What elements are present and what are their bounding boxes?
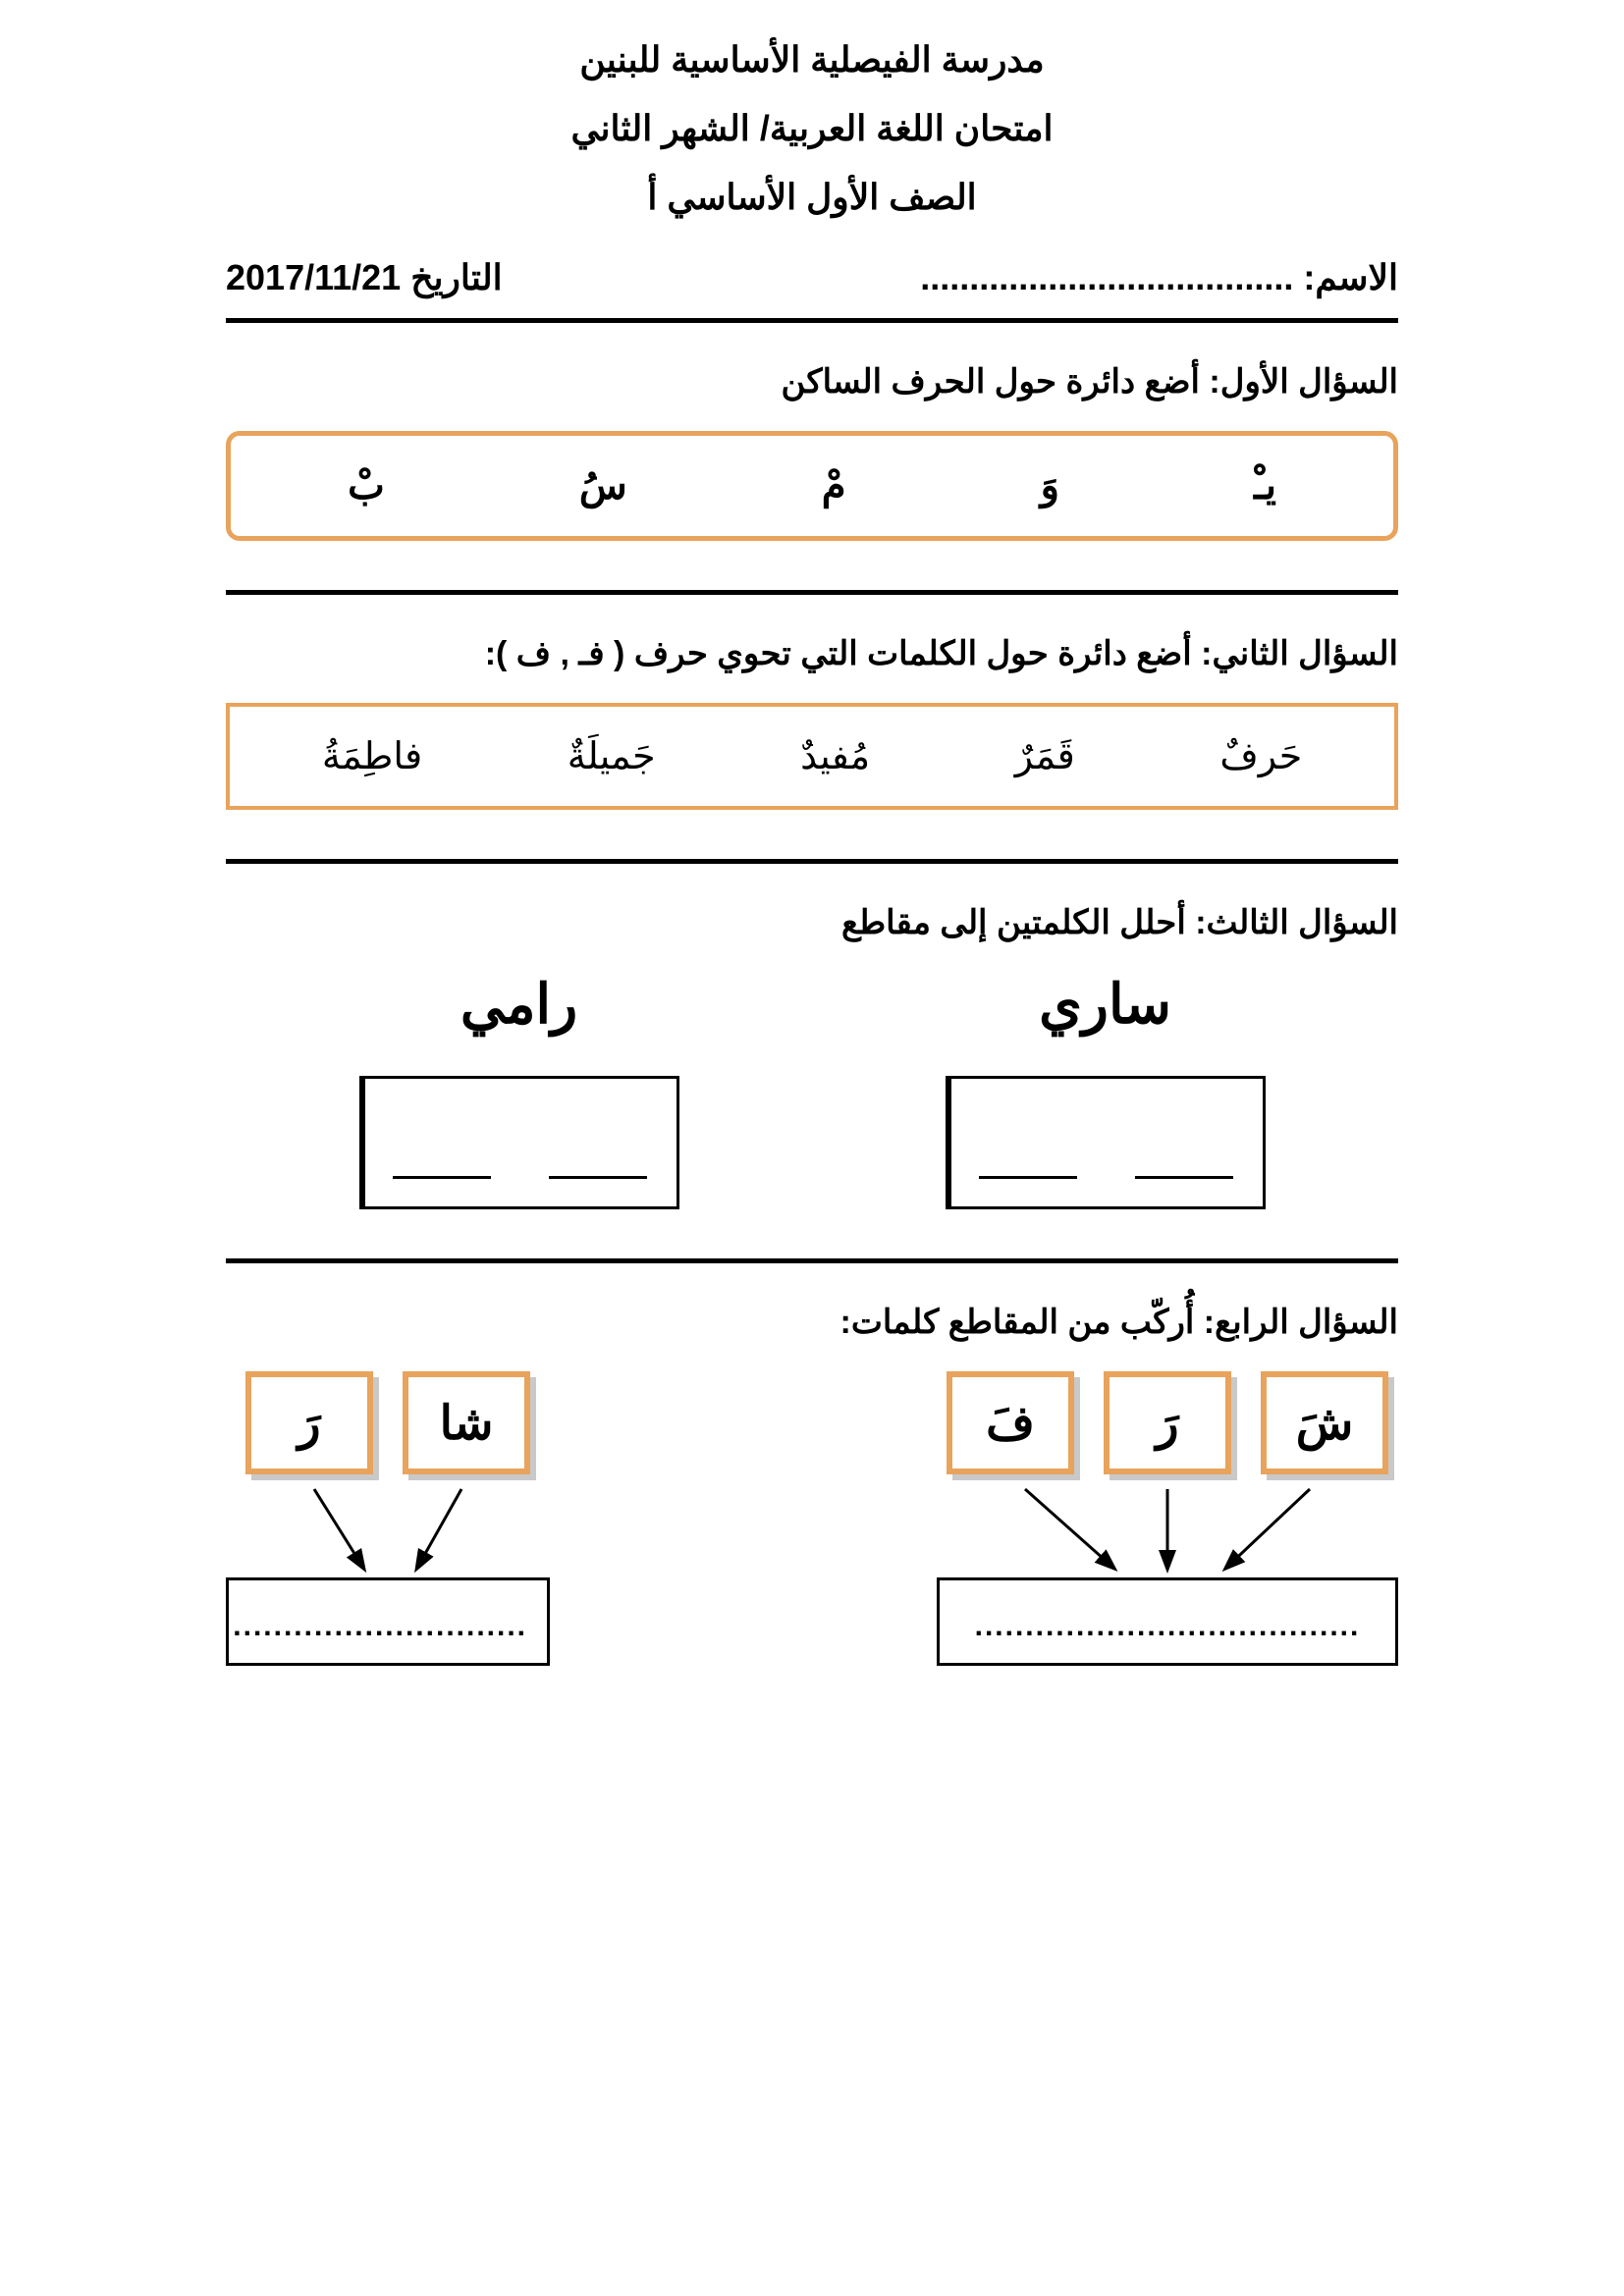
- q4-group: رَ شا .............................: [226, 1371, 550, 1666]
- date-label: التاريخ: [410, 257, 502, 297]
- divider: [226, 1258, 1398, 1263]
- q3-word: ساري: [1039, 972, 1171, 1037]
- answer-blank: .............................: [248, 1610, 527, 1643]
- date-value: 2017/11/21: [226, 257, 401, 297]
- blank-line: [549, 1176, 647, 1179]
- blank-line: [979, 1176, 1077, 1179]
- answer-box: .............................: [226, 1577, 550, 1666]
- divider: [226, 318, 1398, 323]
- q1-item: سُ: [579, 463, 627, 508]
- arrows-icon: [937, 1484, 1398, 1582]
- syllable-cell: [948, 1079, 1106, 1206]
- exam-title: امتحان اللغة العربية/ الشهر الثاني: [226, 108, 1398, 149]
- answer-box: ......................................: [937, 1577, 1398, 1666]
- q1-item: يـْ: [1254, 463, 1276, 508]
- q1-title: السؤال الأول: أضع دائرة حول الحرف الساكن: [226, 362, 1398, 401]
- syllable-tile: رَ: [245, 1371, 373, 1474]
- q4-row: رَ شا ............................. فَ ر…: [226, 1371, 1398, 1666]
- q4-title: السؤال الرابع: أُركّب من المقاطع كلمات:: [226, 1303, 1398, 1342]
- tile-row: فَ رَ شَ: [947, 1371, 1388, 1474]
- name-date-row: الاسم: .................................…: [226, 257, 1398, 298]
- q1-item: مْ: [822, 463, 846, 508]
- syllable-table: [359, 1076, 679, 1209]
- q3-col: ساري: [841, 972, 1369, 1209]
- divider: [226, 590, 1398, 595]
- name-label: الاسم:: [1303, 257, 1398, 297]
- q2-item: حَرفٌ: [1219, 734, 1302, 778]
- q2-item: قَمَرٌ: [1015, 734, 1075, 778]
- date-field: التاريخ 2017/11/21: [226, 257, 503, 298]
- syllable-table: [946, 1076, 1266, 1209]
- q2-box: فاطِمَةُ جَميلَةٌ مُفيدٌ قَمَرٌ حَرفٌ: [226, 703, 1398, 810]
- q3-col: رامي: [255, 972, 783, 1209]
- syllable-cell: [362, 1079, 519, 1206]
- q3-row: رامي ساري: [226, 972, 1398, 1209]
- syllable-cell: [1106, 1079, 1263, 1206]
- arrows-icon: [226, 1484, 550, 1582]
- q2-item: جَميلَةٌ: [568, 734, 656, 778]
- syllable-tile: فَ: [947, 1371, 1074, 1474]
- school-name: مدرسة الفيصلية الأساسية للبنين: [226, 39, 1398, 80]
- name-blank: ......................................: [920, 257, 1293, 297]
- q2-item: مُفيدٌ: [800, 734, 870, 778]
- name-field: الاسم: .................................…: [920, 257, 1398, 298]
- answer-blank: ......................................: [959, 1610, 1376, 1643]
- grade-level: الصف الأول الأساسي أ: [226, 177, 1398, 218]
- syllable-tile: رَ: [1104, 1371, 1231, 1474]
- q1-box: بْ سُ مْ وَ يـْ: [226, 431, 1398, 541]
- q3-word: رامي: [460, 972, 577, 1037]
- document-header: مدرسة الفيصلية الأساسية للبنين امتحان ال…: [226, 39, 1398, 218]
- blank-line: [393, 1176, 491, 1179]
- q3-title: السؤال الثالث: أحلل الكلمتين إلى مقاطع: [226, 903, 1398, 942]
- blank-line: [1135, 1176, 1233, 1179]
- q2-title: السؤال الثاني: أضع دائرة حول الكلمات الت…: [226, 634, 1398, 673]
- syllable-tile: شَ: [1261, 1371, 1388, 1474]
- syllable-cell: [519, 1079, 677, 1206]
- tile-row: رَ شا: [245, 1371, 530, 1474]
- q1-item: بْ: [348, 463, 385, 508]
- divider: [226, 859, 1398, 864]
- q2-item: فاطِمَةُ: [322, 734, 422, 778]
- syllable-tile: شا: [403, 1371, 530, 1474]
- q1-item: وَ: [1041, 463, 1059, 508]
- q4-group: فَ رَ شَ ...............................…: [937, 1371, 1398, 1666]
